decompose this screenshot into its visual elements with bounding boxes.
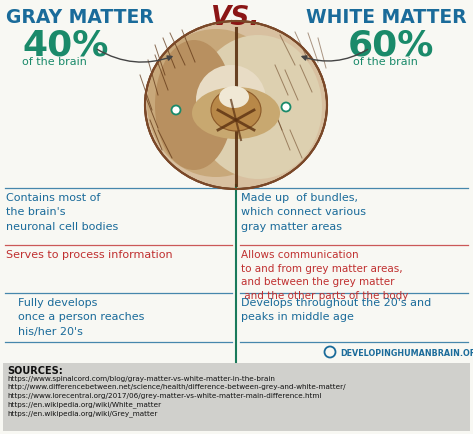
Text: Contains most of
the brain's
neuronal cell bodies: Contains most of the brain's neuronal ce… <box>6 193 118 232</box>
Text: Made up  of bundles,
which connect various
gray matter areas: Made up of bundles, which connect variou… <box>241 193 366 232</box>
Text: https://www.lorecentral.org/2017/06/grey-matter-vs-white-matter-main-difference.: https://www.lorecentral.org/2017/06/grey… <box>7 393 321 399</box>
Text: of the brain: of the brain <box>353 57 418 67</box>
Text: WHITE MATTER: WHITE MATTER <box>307 8 467 27</box>
Ellipse shape <box>196 65 266 135</box>
Text: http://www.differencebetween.net/science/health/difference-between-grey-and-whit: http://www.differencebetween.net/science… <box>7 385 346 391</box>
Ellipse shape <box>155 40 233 170</box>
Text: of the brain: of the brain <box>22 57 87 67</box>
Text: SOURCES:: SOURCES: <box>7 366 63 376</box>
Text: Develops throughout the 20's and
peaks in middle age: Develops throughout the 20's and peaks i… <box>241 298 431 322</box>
Text: https://en.wikipedia.org/wiki/White_matter: https://en.wikipedia.org/wiki/White_matt… <box>7 401 161 408</box>
Text: https://www.spinalcord.com/blog/gray-matter-vs-white-matter-in-the-brain: https://www.spinalcord.com/blog/gray-mat… <box>7 376 275 382</box>
Text: GRAY MATTER: GRAY MATTER <box>6 8 154 27</box>
Text: Allows communication
to and from grey matter areas,
and between the grey matter
: Allows communication to and from grey ma… <box>241 250 408 301</box>
Ellipse shape <box>194 35 322 179</box>
Text: 60%: 60% <box>348 28 434 62</box>
Circle shape <box>281 102 290 112</box>
Text: 40%: 40% <box>22 28 108 62</box>
Ellipse shape <box>192 87 280 139</box>
Ellipse shape <box>219 86 249 108</box>
Text: Serves to process information: Serves to process information <box>6 250 173 260</box>
Ellipse shape <box>147 29 285 177</box>
Ellipse shape <box>145 21 327 189</box>
FancyBboxPatch shape <box>3 363 470 431</box>
Text: https://en.wikipedia.org/wiki/Grey_matter: https://en.wikipedia.org/wiki/Grey_matte… <box>7 410 158 417</box>
Circle shape <box>172 105 181 115</box>
Text: Fully develops
once a person reaches
his/her 20's: Fully develops once a person reaches his… <box>18 298 144 337</box>
Ellipse shape <box>211 89 261 131</box>
Text: DEVELOPINGHUMANBRAIN.ORG: DEVELOPINGHUMANBRAIN.ORG <box>340 349 473 358</box>
Text: VS.: VS. <box>211 5 261 31</box>
